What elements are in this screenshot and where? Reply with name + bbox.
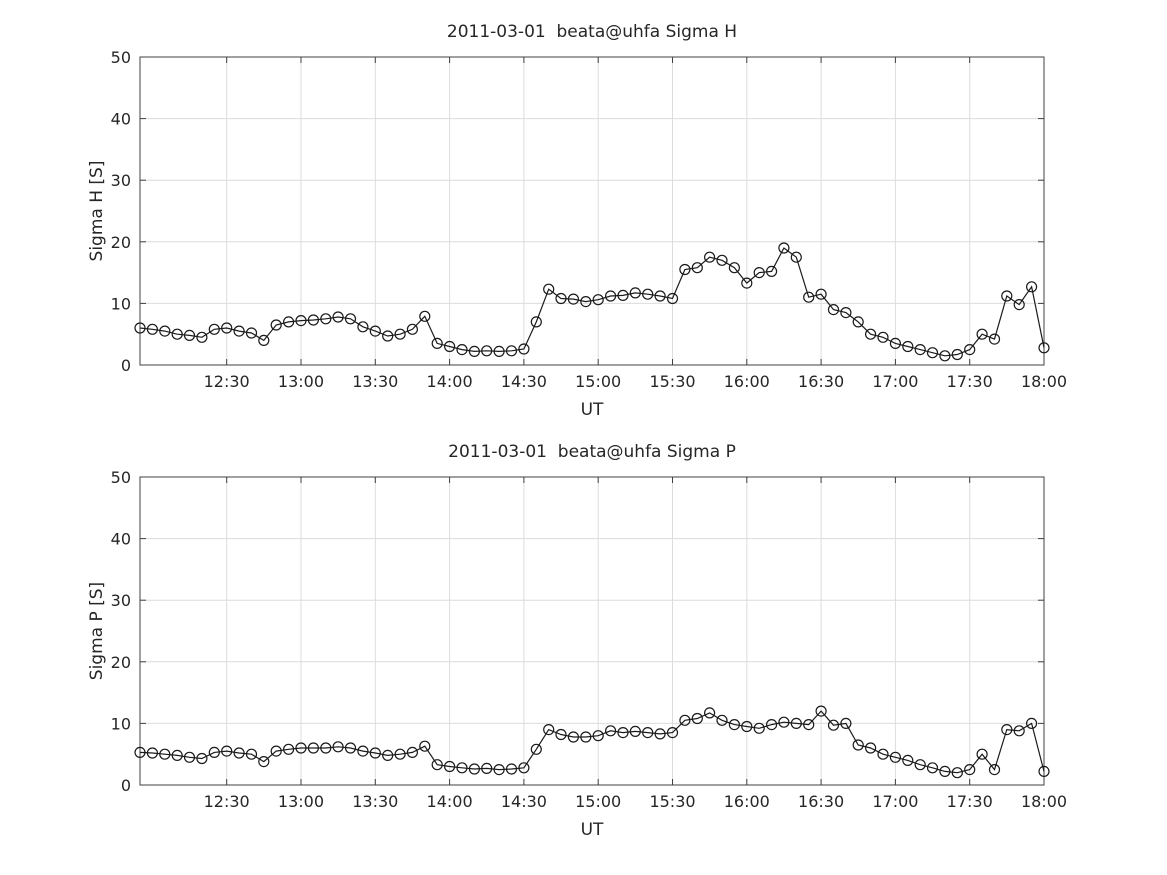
svg-text:30: 30 xyxy=(111,591,131,610)
svg-text:15:30: 15:30 xyxy=(649,372,695,391)
svg-text:17:00: 17:00 xyxy=(872,372,918,391)
svg-text:50: 50 xyxy=(111,48,131,67)
svg-text:16:00: 16:00 xyxy=(724,372,770,391)
svg-text:13:30: 13:30 xyxy=(352,792,398,811)
svg-text:16:00: 16:00 xyxy=(724,792,770,811)
svg-text:16:30: 16:30 xyxy=(798,792,844,811)
svg-text:14:30: 14:30 xyxy=(501,372,547,391)
svg-text:20: 20 xyxy=(111,653,131,672)
sigma-h-chart: 12:30 13:00 13:30 14:00 14:30 15:00 15:30 16:00… xyxy=(0,0,1167,437)
sigma-p-title: 2011-03-01 beata@uhfa Sigma P xyxy=(448,442,736,462)
sigma-h-title: 2011-03-01 beata@uhfa Sigma H xyxy=(446,22,738,42)
svg-text:17:00: 17:00 xyxy=(872,792,918,811)
svg-text:30: 30 xyxy=(111,171,131,190)
svg-text:10: 10 xyxy=(111,714,131,733)
svg-text:16:30: 16:30 xyxy=(798,372,844,391)
svg-text:20: 20 xyxy=(111,233,131,252)
sigma-h-plot: 12:30 13:00 13:30 14:00 14:30 15:00 15:30 16:00… xyxy=(111,48,1067,391)
svg-text:17:30: 17:30 xyxy=(947,372,993,391)
svg-text:15:00: 15:00 xyxy=(575,372,621,391)
svg-text:40: 40 xyxy=(111,110,131,129)
svg-text:12:30: 12:30 xyxy=(204,372,250,391)
svg-text:14:00: 14:00 xyxy=(427,792,473,811)
sigma-h-xlabel: UT xyxy=(580,400,604,420)
sigma-h-ylabel: Sigma H [S] xyxy=(87,160,107,262)
svg-text:15:30: 15:30 xyxy=(649,792,695,811)
svg-text:14:30: 14:30 xyxy=(501,792,547,811)
svg-text:15:00: 15:00 xyxy=(575,792,621,811)
sigma-p-xlabel: UT xyxy=(580,820,604,840)
svg-text:0: 0 xyxy=(121,356,131,375)
svg-text:50: 50 xyxy=(111,468,131,487)
sigma-p-chart: 12:30 13:00 13:30 14:00 14:30 15:00 15:30 16:00… xyxy=(0,420,1167,857)
sigma-p-plot: 12:30 13:00 13:30 14:00 14:30 15:00 15:30 16:00… xyxy=(111,468,1067,811)
svg-text:14:00: 14:00 xyxy=(427,372,473,391)
svg-text:18:00: 18:00 xyxy=(1021,792,1067,811)
svg-text:18:00: 18:00 xyxy=(1021,372,1067,391)
sigma-p-ylabel: Sigma P [S] xyxy=(87,581,107,681)
svg-text:13:00: 13:00 xyxy=(278,372,324,391)
svg-text:10: 10 xyxy=(111,294,131,313)
svg-text:13:30: 13:30 xyxy=(352,372,398,391)
svg-text:0: 0 xyxy=(121,776,131,795)
svg-text:12:30: 12:30 xyxy=(204,792,250,811)
svg-text:17:30: 17:30 xyxy=(947,792,993,811)
svg-text:13:00: 13:00 xyxy=(278,792,324,811)
svg-text:40: 40 xyxy=(111,530,131,549)
